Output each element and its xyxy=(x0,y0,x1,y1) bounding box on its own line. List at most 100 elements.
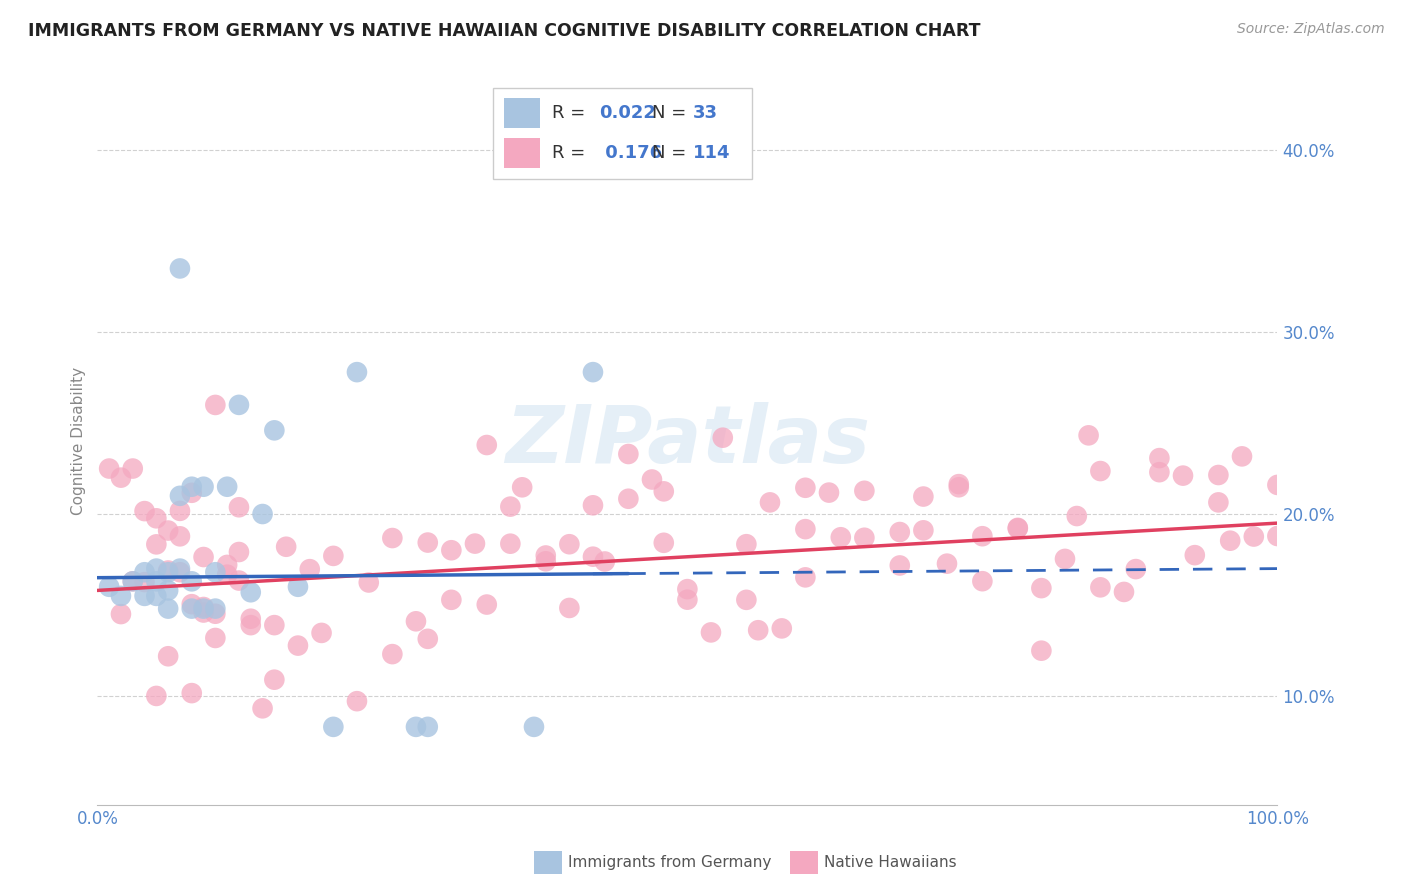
Point xyxy=(853,483,876,498)
Point xyxy=(346,694,368,708)
Point xyxy=(617,491,640,506)
Point xyxy=(228,500,250,515)
Point xyxy=(110,589,132,603)
Point xyxy=(121,574,143,589)
Point xyxy=(157,564,180,578)
Text: Native Hawaiians: Native Hawaiians xyxy=(824,855,956,870)
Point xyxy=(193,480,215,494)
Point xyxy=(180,686,202,700)
Point xyxy=(157,566,180,580)
Point xyxy=(263,673,285,687)
Point xyxy=(912,524,935,538)
Point xyxy=(263,618,285,632)
Point xyxy=(193,606,215,620)
Point xyxy=(652,484,675,499)
Point xyxy=(169,529,191,543)
Point xyxy=(287,639,309,653)
Point xyxy=(464,536,486,550)
Point xyxy=(1090,464,1112,478)
Point xyxy=(558,601,581,615)
Point xyxy=(193,549,215,564)
Point xyxy=(440,592,463,607)
Point xyxy=(157,583,180,598)
Point xyxy=(276,540,298,554)
Point xyxy=(1208,468,1230,483)
Point xyxy=(193,599,215,614)
Point xyxy=(204,398,226,412)
Point xyxy=(948,477,970,491)
Point xyxy=(534,554,557,568)
Point xyxy=(1184,548,1206,562)
Text: 114: 114 xyxy=(693,145,731,162)
Point xyxy=(735,537,758,551)
Point xyxy=(145,537,167,551)
Text: R =: R = xyxy=(551,145,591,162)
Point xyxy=(794,522,817,536)
Point xyxy=(1219,533,1241,548)
Point xyxy=(889,558,911,573)
Bar xyxy=(505,138,540,169)
Point xyxy=(510,480,533,494)
Point xyxy=(110,607,132,621)
Point xyxy=(169,565,191,579)
Point xyxy=(582,498,605,512)
Point xyxy=(228,398,250,412)
Point xyxy=(641,473,664,487)
Point xyxy=(1066,509,1088,524)
Point xyxy=(1149,451,1171,466)
Point xyxy=(346,365,368,379)
Point xyxy=(558,537,581,551)
Point xyxy=(582,549,605,564)
Point xyxy=(204,607,226,621)
Point xyxy=(134,504,156,518)
Point xyxy=(180,574,202,589)
Point xyxy=(121,574,143,589)
Point xyxy=(405,720,427,734)
Point xyxy=(759,495,782,509)
Point xyxy=(416,632,439,646)
Point xyxy=(157,601,180,615)
Point xyxy=(121,461,143,475)
Point xyxy=(98,461,121,475)
Point xyxy=(1171,468,1194,483)
Point xyxy=(747,624,769,638)
Point xyxy=(134,575,156,590)
Point xyxy=(617,447,640,461)
Point xyxy=(534,549,557,563)
Point xyxy=(1112,585,1135,599)
Point xyxy=(322,720,344,734)
Point xyxy=(853,531,876,545)
Point xyxy=(263,423,285,437)
Point xyxy=(252,701,274,715)
Point xyxy=(1077,428,1099,442)
Point xyxy=(169,504,191,518)
Text: 33: 33 xyxy=(693,104,718,122)
Point xyxy=(912,490,935,504)
Point xyxy=(1149,465,1171,479)
Point xyxy=(1243,530,1265,544)
Point xyxy=(169,261,191,276)
FancyBboxPatch shape xyxy=(492,88,752,179)
Point xyxy=(889,524,911,539)
Point xyxy=(1090,580,1112,594)
Point xyxy=(311,626,333,640)
Point xyxy=(770,621,793,635)
Point xyxy=(381,647,404,661)
Point xyxy=(676,592,699,607)
Point xyxy=(735,592,758,607)
Point xyxy=(134,566,156,580)
Point xyxy=(1031,643,1053,657)
Point xyxy=(972,529,994,543)
Point xyxy=(239,618,262,632)
Point xyxy=(180,601,202,615)
Point xyxy=(440,543,463,558)
Point xyxy=(145,689,167,703)
Point xyxy=(1267,529,1289,543)
Point xyxy=(298,562,321,576)
Point xyxy=(1267,478,1289,492)
Point xyxy=(700,625,723,640)
Point xyxy=(475,598,498,612)
Text: R =: R = xyxy=(551,104,591,122)
Text: 0.176: 0.176 xyxy=(599,145,662,162)
Point xyxy=(217,567,239,582)
